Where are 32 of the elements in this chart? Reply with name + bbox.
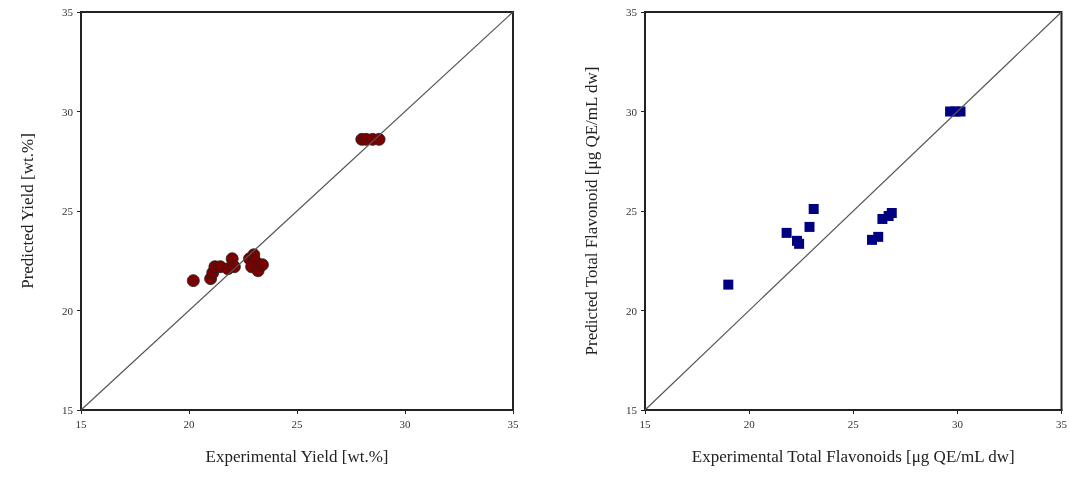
x-tick-label: 15 xyxy=(639,417,651,430)
y-tick-label: 20 xyxy=(626,304,638,317)
y-tick-label: 15 xyxy=(62,404,74,416)
point xyxy=(256,258,269,272)
point xyxy=(804,221,815,232)
y-tick-label: 30 xyxy=(62,105,74,118)
x-axis-title: Experimental Total Flavonoids [μg QE/mL dw] xyxy=(691,447,1015,466)
point xyxy=(723,279,734,290)
point xyxy=(955,106,966,117)
x-tick-label: 30 xyxy=(399,417,411,430)
point xyxy=(808,204,819,215)
x-axis-title: Experimental Yield [wt.%] xyxy=(205,447,389,466)
y-tick-label: 35 xyxy=(626,6,638,18)
point xyxy=(781,227,792,238)
y-tick-label: 25 xyxy=(626,205,638,217)
y-tick-label: 25 xyxy=(62,205,74,217)
x-tick-label: 15 xyxy=(75,417,87,430)
y-tick-label: 30 xyxy=(626,105,638,118)
x-tick-label: 35 xyxy=(507,417,519,430)
x-tick-label: 35 xyxy=(1056,417,1068,430)
y-axis-title: Predicted Yield [wt.%] xyxy=(18,133,37,289)
x-tick-label: 20 xyxy=(743,417,756,430)
y-tick-label: 20 xyxy=(62,304,74,317)
x-tick-label: 25 xyxy=(847,417,860,430)
y-axis-title: Predicted Total Flavonoid [μg QE/mL dw] xyxy=(582,66,601,356)
x-tick-label: 20 xyxy=(183,417,195,430)
point xyxy=(186,274,200,288)
y-tick-label: 35 xyxy=(62,6,74,18)
x-tick-label: 25 xyxy=(291,417,303,430)
y-tick-label: 15 xyxy=(626,404,638,416)
x-tick-label: 30 xyxy=(951,417,964,430)
point xyxy=(873,231,884,242)
